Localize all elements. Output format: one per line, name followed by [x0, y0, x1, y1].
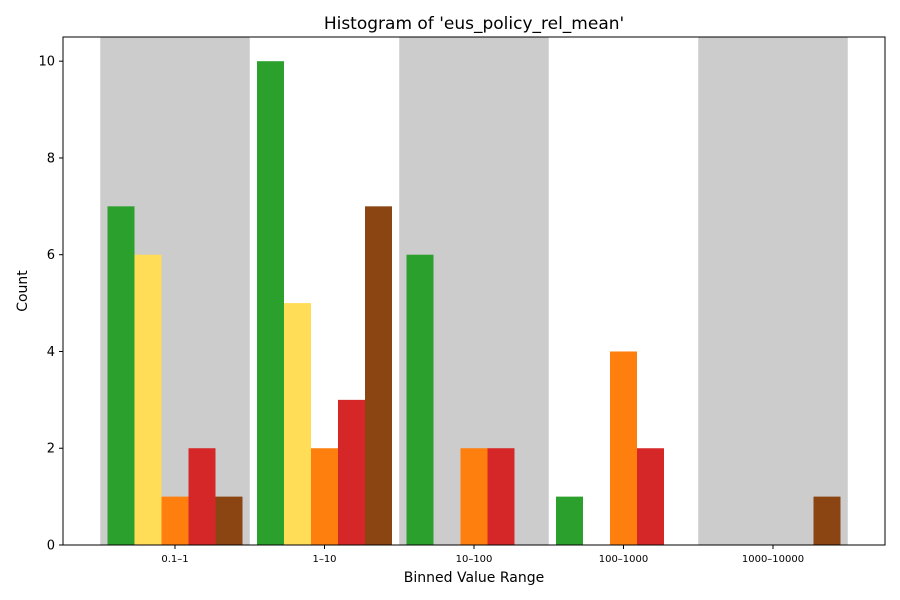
bar-10-100-series-4 — [487, 448, 515, 545]
x-tick-label-1000-10000: 1000–10000 — [742, 554, 804, 565]
plot-area — [100, 37, 848, 546]
y-tick-label-0: 0 — [47, 539, 55, 554]
x-tick-label-100-1000: 100–1000 — [599, 554, 649, 565]
bar-10-100-series-1 — [406, 254, 434, 545]
bar-0-1-1-series-3 — [161, 496, 189, 545]
bar-1-10-series-1 — [257, 61, 284, 545]
bar-1-10-series-5 — [365, 206, 392, 546]
bar-0-1-1-series-2 — [134, 254, 162, 545]
bar-100-1000-series-1 — [556, 496, 583, 545]
y-tick-label-8: 8 — [47, 151, 55, 166]
x-tick-label-10-100: 10–100 — [456, 554, 493, 565]
bar-100-1000-series-3 — [610, 351, 637, 545]
bar-10-100-series-3 — [460, 448, 488, 545]
y-axis-label: Count — [15, 270, 31, 312]
bin-band-1000-10000 — [698, 37, 848, 545]
bar-0-1-1-series-1 — [107, 206, 135, 546]
x-axis-label: Binned Value Range — [404, 570, 544, 586]
bar-1000-10000-series-5 — [813, 496, 841, 545]
y-tick-label-2: 2 — [47, 442, 55, 457]
chart-title: Histogram of 'eus_policy_rel_mean' — [324, 14, 624, 34]
y-tick-label-6: 6 — [47, 248, 55, 263]
x-tick-label-1-10: 1–10 — [312, 554, 336, 565]
bar-0-1-1-series-5 — [215, 496, 243, 545]
bar-1-10-series-2 — [284, 303, 311, 545]
bar-1-10-series-3 — [311, 448, 338, 545]
x-tick-label-0-1-1: 0.1–1 — [161, 554, 188, 565]
bar-1-10-series-4 — [338, 399, 365, 545]
bar-100-1000-series-4 — [637, 448, 664, 545]
y-tick-label-4: 4 — [47, 345, 55, 360]
y-tick-label-10: 10 — [38, 55, 55, 70]
bar-0-1-1-series-4 — [188, 448, 216, 545]
